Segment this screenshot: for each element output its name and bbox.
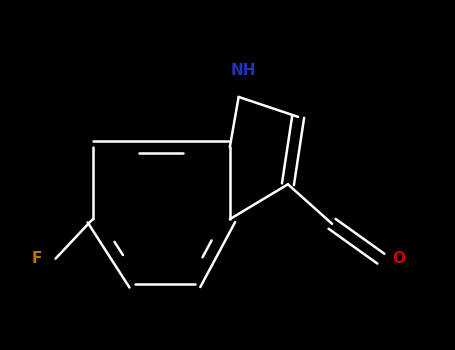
Text: O: O xyxy=(393,251,405,266)
Text: NH: NH xyxy=(231,63,256,78)
Text: F: F xyxy=(31,251,41,266)
